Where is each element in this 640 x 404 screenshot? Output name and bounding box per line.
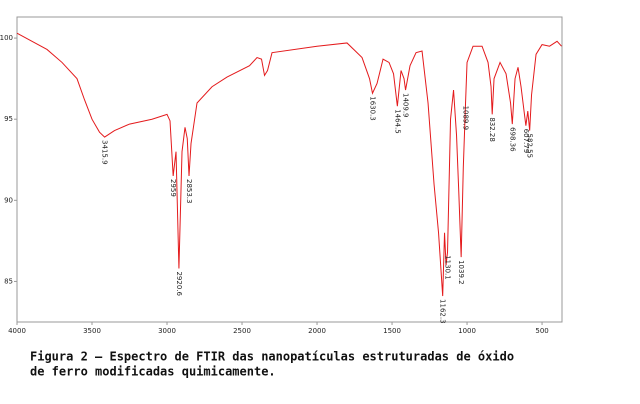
peak-label: 698.36	[508, 127, 516, 152]
x-tick-label: 3000	[158, 327, 176, 335]
x-tick-label: 500	[535, 327, 548, 335]
peak-label: 1089.9	[462, 106, 470, 131]
spectrum-line	[16, 32, 562, 297]
peak-label: 607.79	[522, 129, 530, 154]
peak-label: 2959	[169, 179, 177, 197]
y-tick-label: 85	[4, 277, 13, 285]
peak-label: 1409.9	[402, 93, 410, 118]
x-tick-label: 4000	[8, 327, 26, 335]
plot-frame	[16, 16, 563, 323]
x-tick-label: 2000	[308, 327, 326, 335]
peak-label: 3415.9	[101, 140, 109, 165]
y-tick-label: 95	[4, 115, 13, 123]
peak-label: 582.55	[526, 134, 534, 159]
peak-label: 2920.6	[175, 271, 183, 296]
x-tick-label: 3500	[83, 327, 101, 335]
peak-label: 1630.3	[368, 96, 376, 121]
peak-label: 1130.1	[444, 255, 452, 280]
peak-label: 1162.3	[439, 299, 447, 324]
peak-label: 832.28	[488, 117, 496, 142]
peak-label: 2853.3	[185, 179, 193, 204]
x-tick-label: 1500	[383, 327, 401, 335]
caption-line: de ferro modificadas quimicamente.	[30, 365, 276, 379]
y-tick-label: 100	[0, 34, 13, 42]
y-tick-label: 90	[4, 196, 13, 204]
x-tick-label: 1000	[458, 327, 476, 335]
peak-label: 1039.2	[457, 260, 465, 285]
caption-line: Figura 2 – Espectro de FTIR das nanopatí…	[30, 350, 514, 364]
peak-label: 1464.5	[393, 109, 401, 134]
x-tick-label: 2500	[233, 327, 251, 335]
